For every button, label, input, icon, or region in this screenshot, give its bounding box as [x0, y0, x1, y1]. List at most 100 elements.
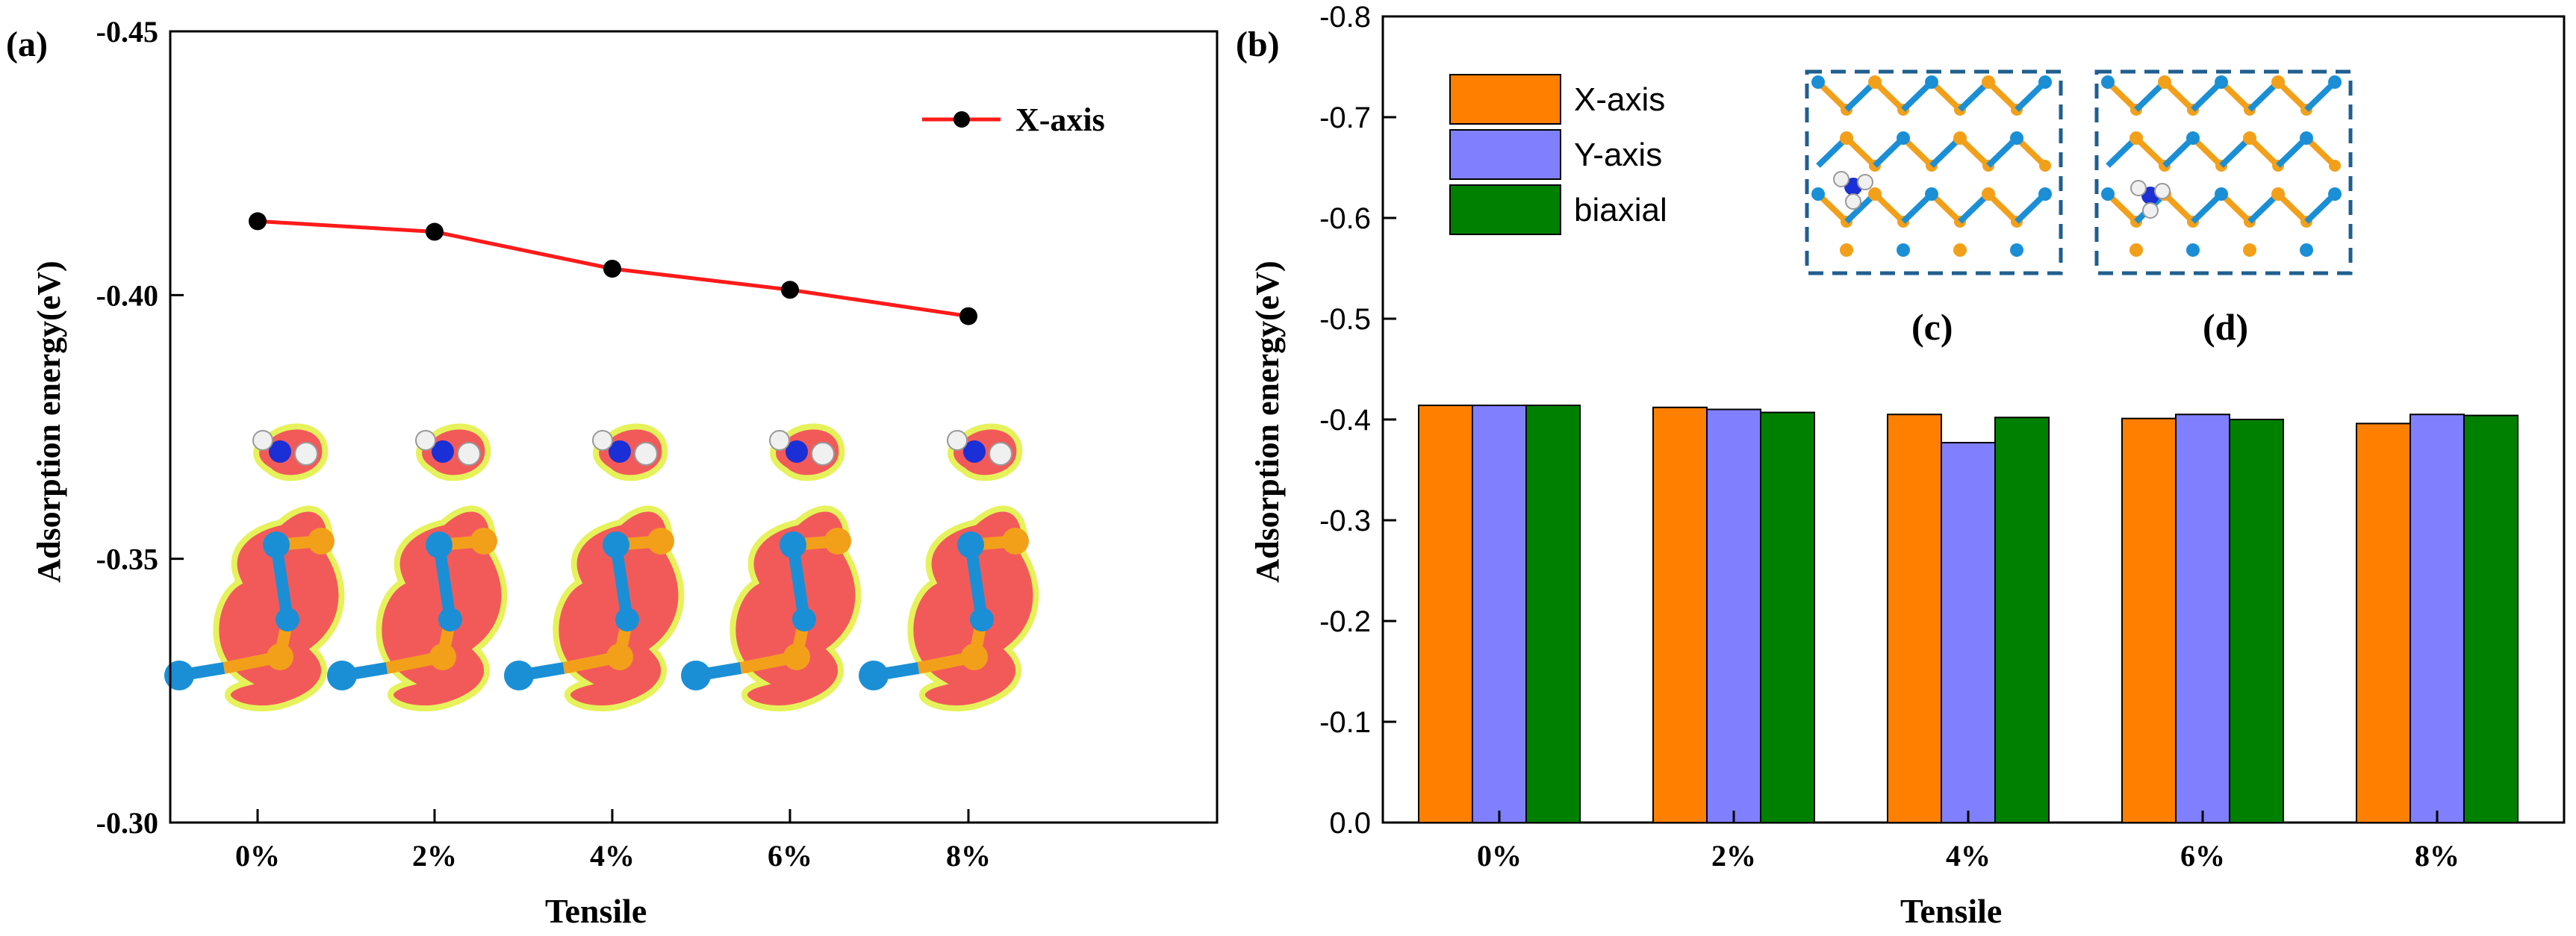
inset-atom	[2129, 131, 2143, 145]
panel-a: (a) -0.30 -0.35 -0.40 -0.45 0% 2% 4% 6% 8% X-ax…	[6, 15, 1219, 930]
a-x-tick-label: 8%	[946, 839, 991, 873]
b-bar-y-axis	[2409, 414, 2465, 823]
panel-a-label: (a)	[6, 25, 48, 64]
a-atom-h	[989, 442, 1012, 466]
a-atom	[681, 661, 711, 690]
inset-atom-h	[1845, 193, 1861, 210]
a-data-point	[959, 307, 977, 325]
inset-atom	[1953, 243, 1967, 257]
a-atom	[470, 528, 497, 555]
inset-atom	[1925, 187, 1938, 201]
inset-atom	[2038, 187, 2052, 201]
a-molecule-1	[327, 423, 508, 712]
b-y-tick-label: 0.0	[1329, 807, 1371, 840]
inset-atom	[2010, 131, 2023, 145]
a-y-tick-label: -0.40	[96, 278, 158, 312]
a-atom-n	[269, 440, 291, 463]
inset-c-label: (c)	[1911, 306, 1953, 348]
b-y-tick-label: -0.3	[1319, 505, 1371, 537]
b-bar-x-axis	[1887, 414, 1942, 823]
a-atom-h	[947, 430, 968, 451]
a-y-tick-label: -0.45	[96, 15, 158, 49]
b-legend-swatch-x-axis	[1449, 74, 1561, 125]
inset-atom	[2186, 131, 2200, 145]
b-bar-x-axis	[2121, 417, 2177, 823]
a-atom	[792, 608, 816, 631]
a-atom-h	[769, 430, 790, 451]
inset-c: (c)	[1805, 69, 2063, 348]
a-charge-density-inset	[164, 423, 1039, 712]
inset-atom	[2186, 243, 2200, 257]
a-atom	[961, 643, 988, 670]
a-atom-h	[811, 442, 835, 466]
b-bar-y-axis	[1472, 405, 1527, 823]
inset-atom	[2101, 187, 2115, 201]
a-atom	[267, 643, 293, 670]
a-molecule-4	[859, 423, 1039, 712]
a-y-tick-label: -0.35	[96, 543, 158, 576]
inset-atom	[2328, 187, 2342, 201]
a-atom-h	[294, 442, 318, 466]
a-x-axis: 0% 2% 4% 6% 8%	[235, 809, 991, 873]
a-series-x-axis	[249, 212, 977, 325]
b-legend-label-x-axis: X-axis	[1574, 81, 1665, 118]
a-atom	[783, 643, 810, 670]
a-data-point	[781, 281, 799, 299]
a-atom	[164, 661, 194, 690]
a-atom	[824, 528, 851, 555]
a-atom-n	[785, 440, 808, 463]
inset-atom	[1840, 131, 1853, 145]
b-y-tick-label: -0.2	[1319, 605, 1371, 638]
b-bar-biaxial	[1760, 411, 1815, 823]
inset-atom	[1982, 187, 1995, 201]
inset-atom	[1897, 131, 1910, 145]
inset-atom	[1982, 75, 1995, 89]
inset-d-lattice	[2101, 75, 2342, 257]
a-x-tick-label: 2%	[412, 839, 457, 873]
a-x-tick-label: 0%	[235, 839, 280, 873]
a-molecule-0	[164, 423, 345, 712]
inset-atom	[2038, 75, 2052, 89]
a-x-tick-label: 4%	[590, 839, 635, 873]
a-atom	[859, 661, 889, 690]
a-atom	[647, 528, 674, 555]
a-atom	[780, 531, 806, 558]
inset-atom	[2010, 243, 2023, 257]
a-atom-h	[252, 430, 273, 451]
a-atom	[276, 608, 299, 631]
panel-b: (b) 0.0-0.1-0.2-0.3-0.4-0.5-0.6-0.7-0.8 …	[1236, 1, 2566, 930]
b-bar-x-axis	[1652, 406, 1708, 823]
inset-atom	[1897, 243, 1910, 257]
a-molecule-2	[504, 423, 685, 712]
inset-atom	[2271, 75, 2285, 89]
a-atom	[429, 643, 456, 670]
inset-atom-h	[2142, 202, 2159, 219]
inset-atom	[2300, 243, 2313, 257]
inset-atom-h	[1833, 171, 1849, 187]
b-bar-biaxial	[2463, 414, 2519, 823]
a-atom	[504, 661, 534, 690]
inset-c-lattice	[1811, 75, 2052, 257]
inset-d: (d)	[2094, 69, 2353, 348]
inset-atom	[1953, 131, 1967, 145]
a-legend-label: X-axis	[1015, 102, 1105, 138]
a-molecule-3	[681, 423, 862, 712]
inset-atom	[2300, 131, 2313, 145]
a-atom	[327, 661, 357, 690]
inset-atom	[1811, 187, 1825, 201]
inset-atom	[1868, 187, 1882, 201]
inset-atom	[2328, 75, 2342, 89]
a-legend-marker	[953, 111, 970, 128]
b-x-tick-label: 2%	[1711, 839, 1756, 873]
a-atom	[606, 643, 633, 670]
b-y-axis: 0.0 -0.1 -0.2 -0.3 -0.4 -0.5 -0.6 -0.7 -0.8	[1319, 1, 1396, 840]
b-legend-swatch-y-axis	[1449, 129, 1561, 180]
inset-d-label: (d)	[2203, 306, 2248, 348]
inset-atom-h	[1857, 174, 1873, 190]
a-data-point	[426, 222, 444, 241]
inset-atom	[2243, 243, 2256, 257]
b-y-axis-label: Adsorption energy(eV)	[1249, 260, 1286, 582]
a-y-tick-label: -0.30	[96, 806, 158, 840]
b-bar-y-axis	[1706, 408, 1761, 823]
